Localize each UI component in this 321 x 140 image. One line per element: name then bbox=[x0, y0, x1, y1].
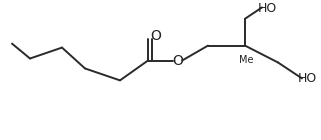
Text: O: O bbox=[150, 29, 161, 43]
Text: O: O bbox=[173, 53, 183, 67]
Text: Me: Me bbox=[239, 54, 254, 65]
Text: HO: HO bbox=[258, 2, 277, 15]
Text: HO: HO bbox=[298, 72, 317, 85]
